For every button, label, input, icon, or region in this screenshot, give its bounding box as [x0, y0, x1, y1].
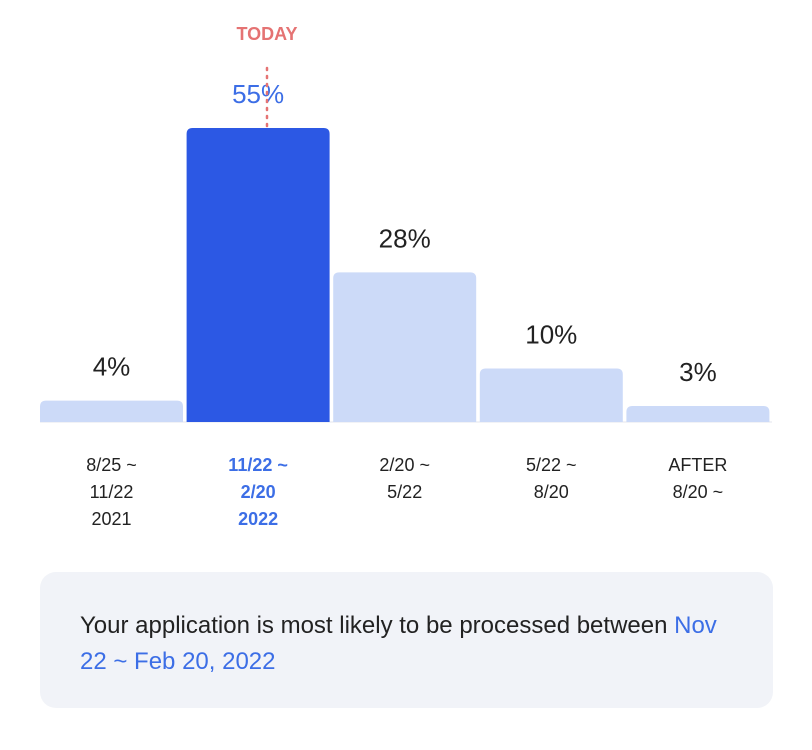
bar	[186, 128, 330, 422]
value-label: 55%	[232, 79, 284, 109]
category-tick-label: 8/20	[534, 482, 569, 502]
processing-estimate-card: Your application is most likely to be pr…	[40, 572, 773, 708]
value-label: 4%	[93, 352, 131, 382]
bar	[40, 400, 183, 422]
category-tick-label: 11/22	[90, 482, 134, 502]
category-tick-label: 2/20	[241, 482, 276, 502]
category-tick-label: AFTER	[668, 455, 727, 475]
bar	[333, 272, 477, 422]
category-tick-label: 11/22 ~	[228, 455, 288, 475]
category-tick-label: 8/25 ~	[86, 455, 137, 475]
category-tick-label: 2021	[91, 509, 131, 529]
value-label: 10%	[525, 320, 577, 350]
today-marker-label: TODAY	[236, 24, 297, 44]
value-label: 3%	[679, 357, 717, 387]
estimate-text: Your application is most likely to be pr…	[80, 612, 675, 639]
category-tick-label: 5/22	[387, 482, 422, 502]
bar	[479, 368, 623, 422]
category-tick-label: 5/22 ~	[526, 455, 577, 475]
estimate-date-range: Nov 22 ~ Feb 20, 2022	[80, 612, 717, 675]
category-tick-label: 2/20 ~	[379, 455, 430, 475]
bar	[626, 405, 770, 422]
category-tick-label: 8/20 ~	[673, 482, 724, 502]
value-label: 28%	[379, 223, 431, 253]
category-tick-label: 2022	[238, 509, 278, 529]
likelihood-bar-chart: 4% 8/25 ~ 11/22 2021 55% 11/22 ~ 2/20 2022 TODAY…	[40, 24, 772, 529]
